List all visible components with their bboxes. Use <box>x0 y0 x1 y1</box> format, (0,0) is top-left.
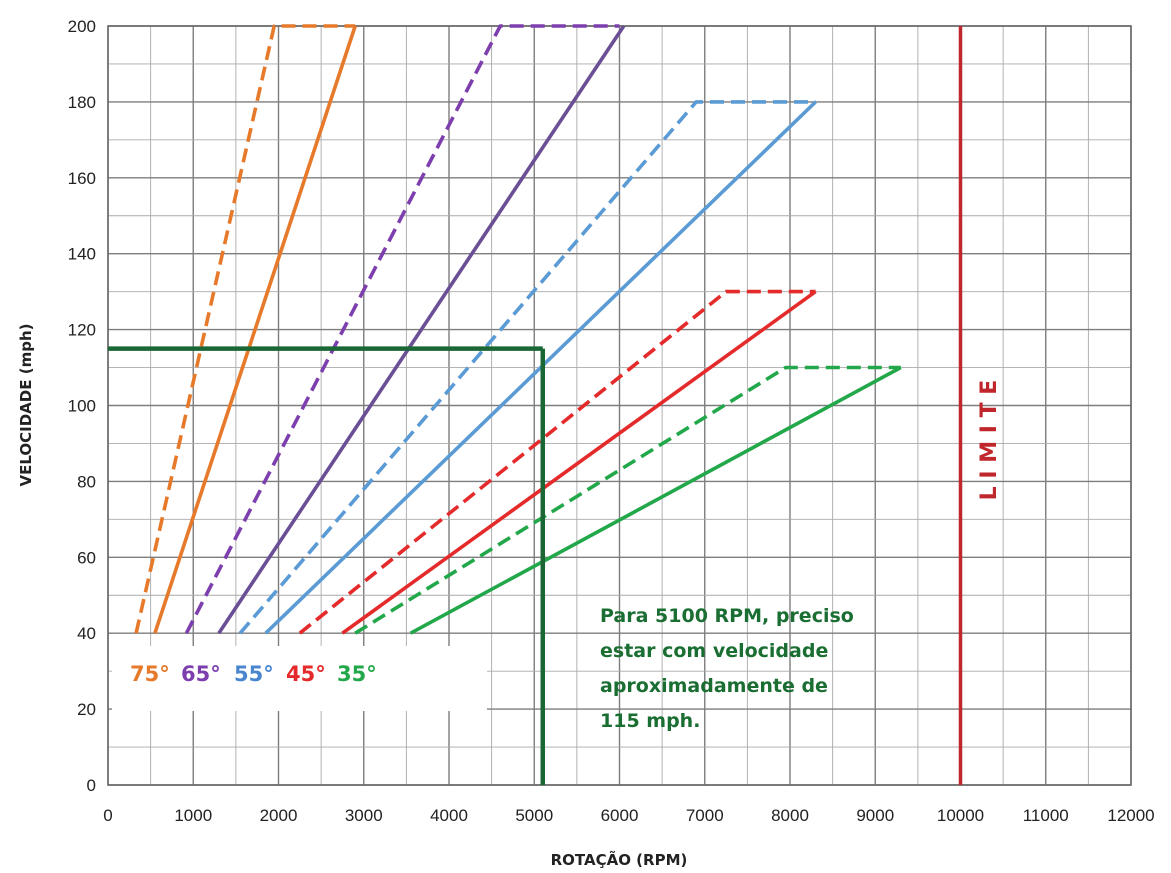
annotation-note: Para 5100 RPM, preciso estar com velocida… <box>600 605 854 732</box>
y-tick-label: 100 <box>68 397 96 416</box>
limit-marker: L I M I T E <box>958 26 1002 785</box>
annotation-line: 115 mph. <box>600 710 700 732</box>
x-tick-label: 7000 <box>686 806 724 825</box>
x-tick-label: 10000 <box>937 806 984 825</box>
series-line-dashed <box>298 289 816 635</box>
series-lines <box>134 24 902 635</box>
series-line-dashed <box>238 100 816 635</box>
x-tick-label: 12000 <box>1107 806 1154 825</box>
y-tick-label: 60 <box>77 548 96 567</box>
y-tick-label: 200 <box>68 17 96 36</box>
x-tick-label: 6000 <box>601 806 639 825</box>
angle-label: 65° <box>181 662 221 686</box>
x-tick-label: 5000 <box>515 806 553 825</box>
x-axis-title: ROTAÇÃO (RPM) <box>551 850 688 869</box>
axis-ticks: 0 1000 2000 3000 4000 5000 6000 7000 8000 9000 100… <box>68 17 1155 825</box>
angle-label: 35° <box>337 662 377 686</box>
y-tick-label: 0 <box>87 776 96 795</box>
annotation-line: estar com velocidade <box>600 640 828 662</box>
series-line-solid <box>409 365 902 635</box>
angle-label: 45° <box>286 662 326 686</box>
annotation-line: Para 5100 RPM, preciso <box>600 605 854 627</box>
angle-label: 75° <box>130 662 170 686</box>
series-line-solid <box>153 25 357 634</box>
series-line-dashed <box>184 24 620 635</box>
series-line-dashed <box>134 24 356 634</box>
reference-lines <box>108 346 546 785</box>
series-line-dashed <box>354 365 901 635</box>
y-tick-label: 180 <box>68 93 96 112</box>
series-line-solid <box>341 290 817 635</box>
annotation-line: aproximadamente de <box>600 675 828 697</box>
x-tick-label: 0 <box>103 806 112 825</box>
y-tick-label: 140 <box>68 245 96 264</box>
x-tick-label: 2000 <box>260 806 298 825</box>
angle-label: 55° <box>234 662 274 686</box>
series-line-solid <box>217 25 626 635</box>
label-backdrop <box>112 646 487 711</box>
y-tick-label: 120 <box>68 321 96 340</box>
x-tick-label: 8000 <box>771 806 809 825</box>
x-tick-label: 9000 <box>856 806 894 825</box>
y-axis-title: VELOCIDADE (mph) <box>17 324 35 487</box>
x-tick-label: 11000 <box>1023 806 1069 825</box>
x-tick-label: 3000 <box>345 806 383 825</box>
limit-label: L I M I T E <box>977 380 1002 501</box>
y-tick-label: 20 <box>77 700 96 719</box>
x-tick-label: 1000 <box>174 806 212 825</box>
angle-labels: 75° 65° 55° 45° 35° <box>130 662 377 686</box>
y-tick-label: 160 <box>68 169 96 188</box>
y-tick-label: 40 <box>77 624 96 643</box>
x-tick-label: 4000 <box>430 806 468 825</box>
y-tick-label: 80 <box>77 472 96 491</box>
